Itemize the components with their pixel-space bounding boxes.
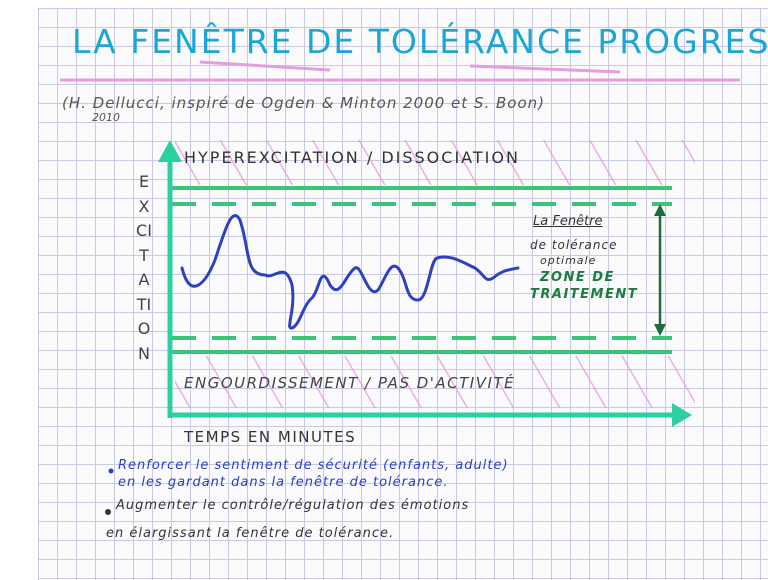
top-hatching bbox=[175, 140, 695, 185]
bullet-text: en élargissant la fenêtre de tolérance. bbox=[106, 526, 395, 541]
y-axis-label: EXCITATION bbox=[136, 172, 152, 363]
title-underline bbox=[60, 60, 740, 82]
treatment-zone: ZONE DE bbox=[540, 270, 615, 285]
bottom-hatching bbox=[175, 356, 695, 408]
window-title: La Fenêtre bbox=[533, 214, 603, 229]
bullet-text: Renforcer le sentiment de sécurité (enfa… bbox=[118, 458, 509, 473]
window-arrow bbox=[654, 204, 666, 336]
x-axis-label: TEMPS EN MINUTES bbox=[184, 428, 357, 446]
subtitle: (H. Dellucci, inspiré de Ogden & Minton … bbox=[62, 94, 545, 112]
excitation-curve bbox=[180, 214, 520, 330]
bullet-text: en les gardant dans la fenêtre de toléra… bbox=[118, 475, 449, 490]
bullet-dots bbox=[105, 468, 114, 515]
axes bbox=[158, 140, 692, 427]
treatment-zone: TRAITEMENT bbox=[530, 287, 639, 302]
window-subtitle: optimale bbox=[540, 254, 597, 267]
graph-paper bbox=[38, 8, 768, 580]
window-subtitle: de tolérance bbox=[530, 238, 618, 252]
title: LA FENÊTRE DE TOLÉRANCE PROGRESSIVE bbox=[72, 22, 768, 61]
bottom-zone-label: ENGOURDISSEMENT / PAS D'ACTIVITÉ bbox=[184, 374, 516, 392]
year: 2010 bbox=[92, 111, 120, 124]
top-zone-label: HYPEREXCITATION / DISSOCIATION bbox=[184, 148, 520, 167]
bullet-text: Augmenter le contrôle/régulation des émo… bbox=[116, 498, 470, 513]
